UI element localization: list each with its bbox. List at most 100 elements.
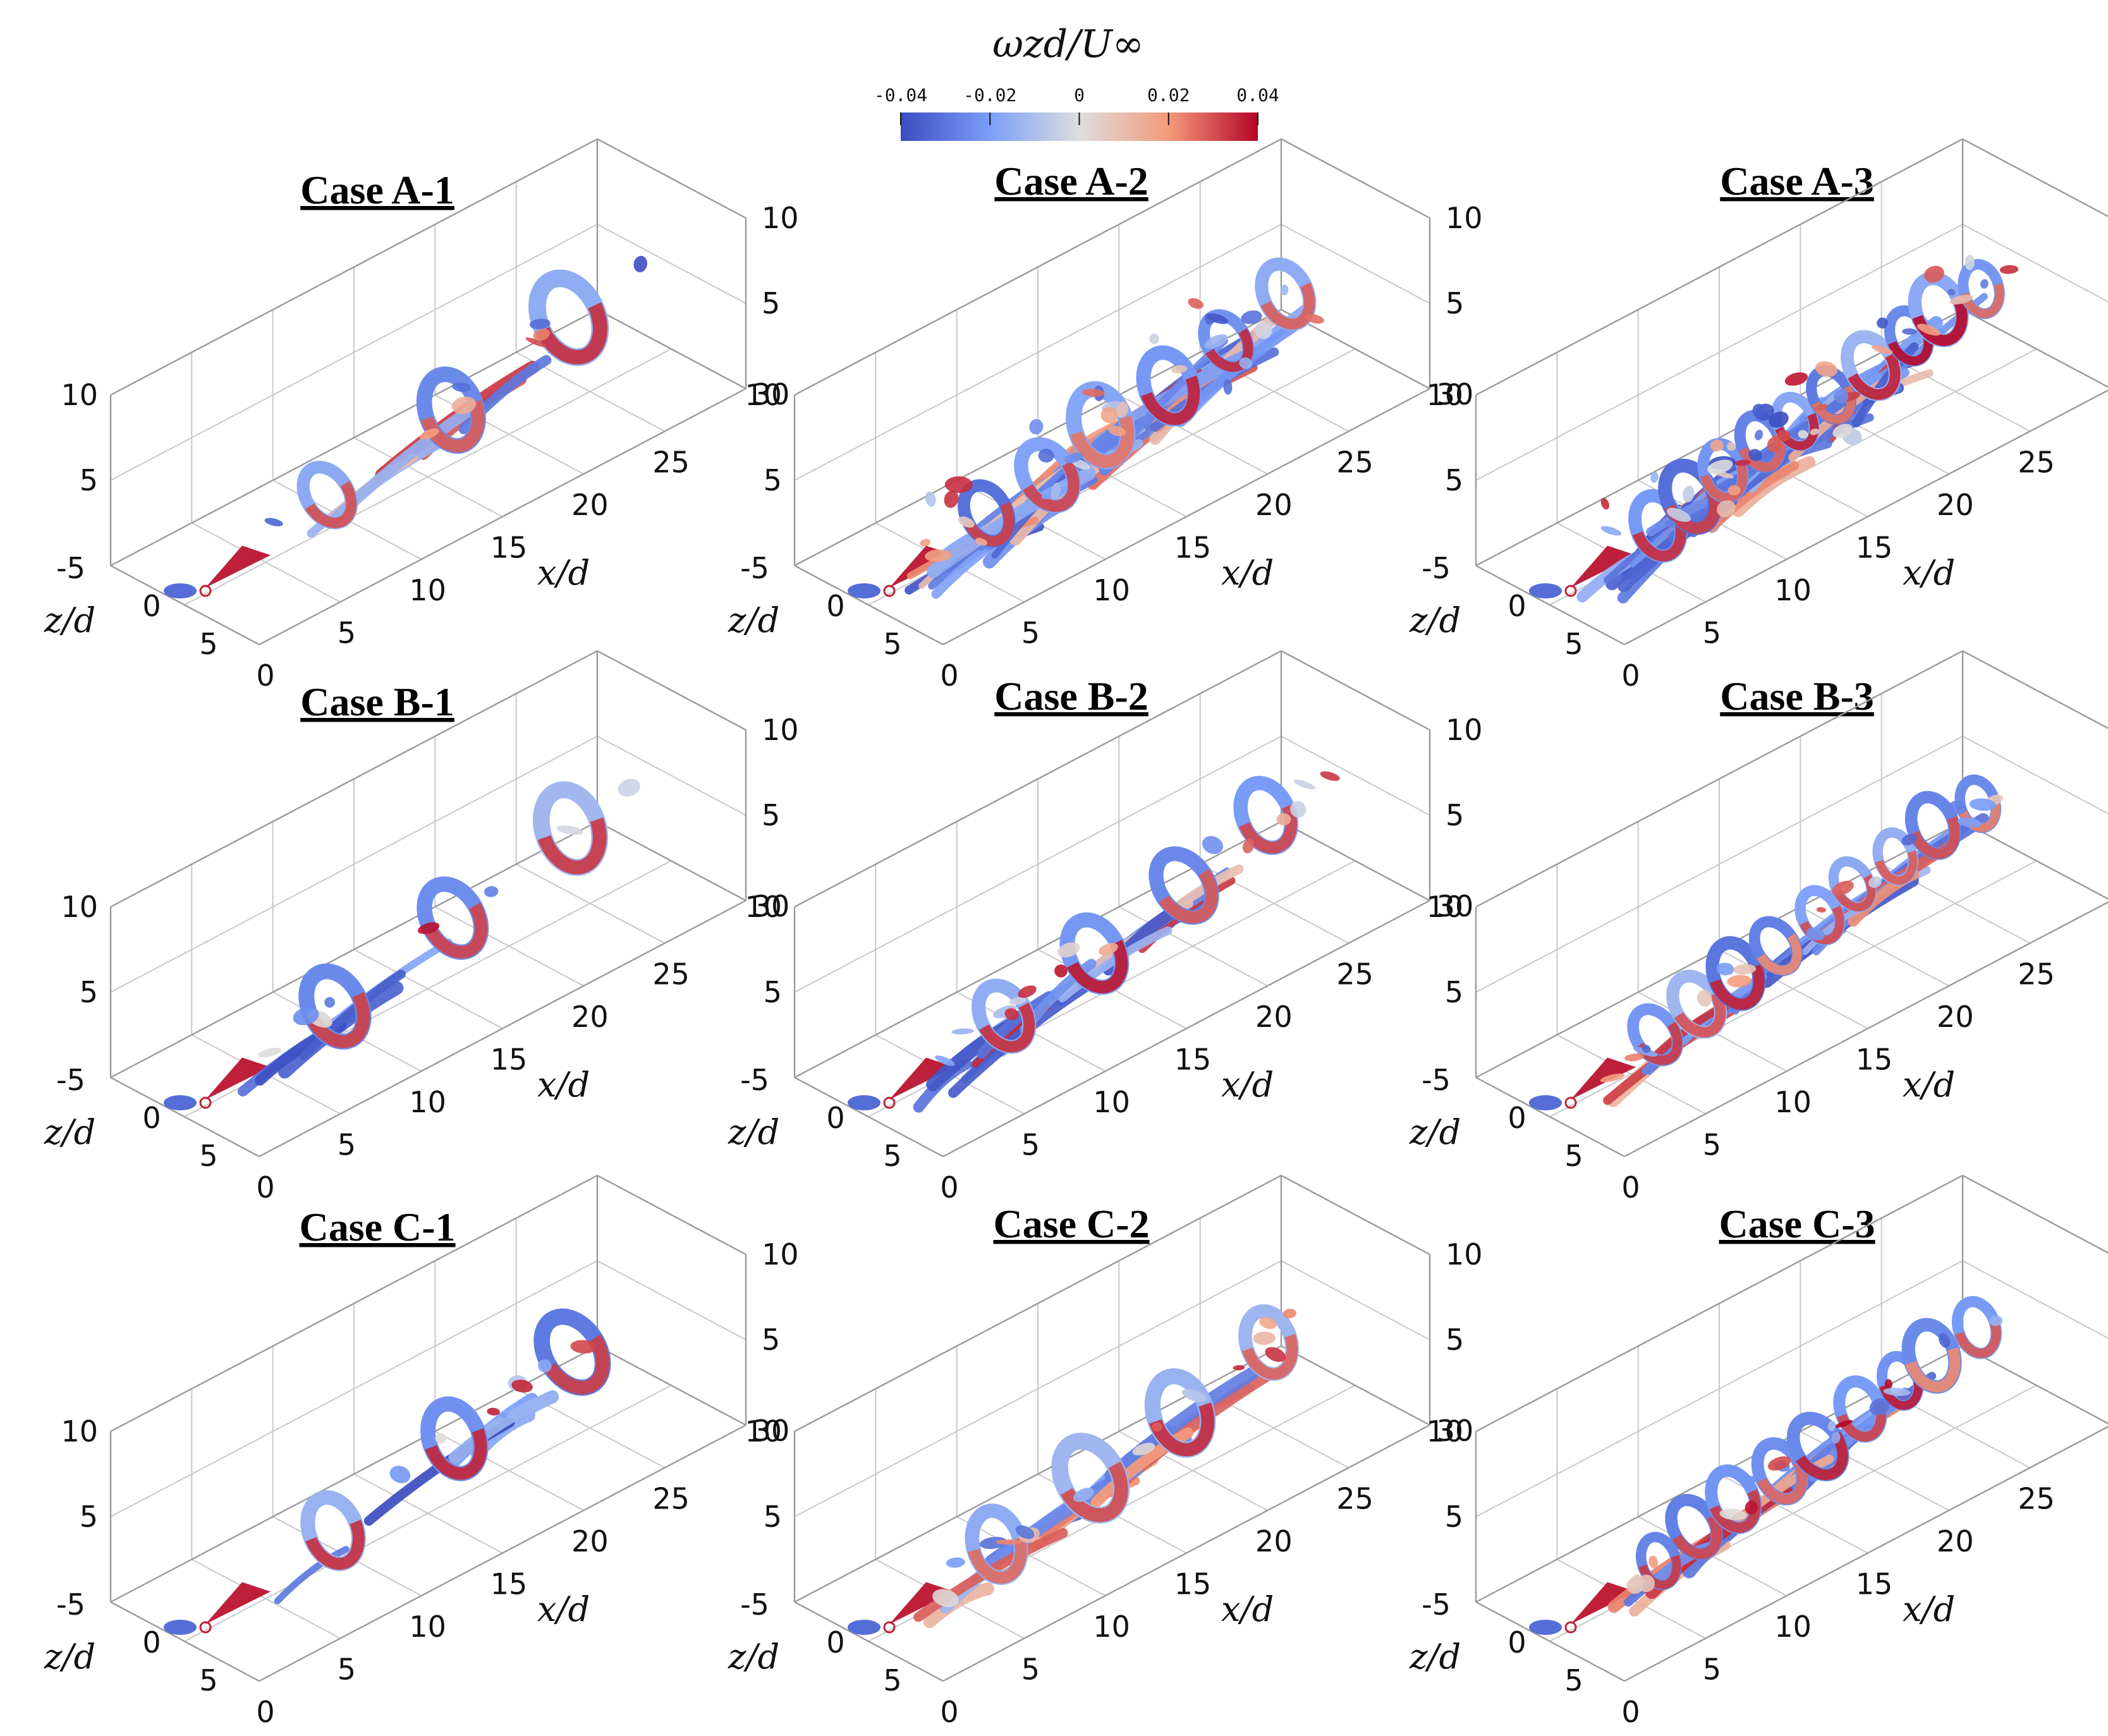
vortex-ring-lower: [544, 1334, 610, 1395]
vortex-fragment: [1916, 324, 1940, 336]
vortex-fragment: [1947, 289, 1956, 296]
grid-line: [1549, 860, 2037, 1117]
colorbar-ticks: -0.04 -0.02 0 0.02 0.04: [874, 85, 1279, 125]
vortex-fragment: [1305, 313, 1324, 324]
box-edge: [1281, 138, 1430, 219]
vortex-ring: [300, 1490, 366, 1571]
vortex-fragment: [1202, 835, 1224, 854]
jet-origin-blob: [1529, 583, 1562, 598]
z-axis-label: z/d: [728, 1112, 779, 1152]
grid-line: [597, 736, 746, 816]
panel-title: Case B-2: [994, 674, 1148, 719]
tick-label: 15: [1856, 1567, 1893, 1601]
vortex-ring-lower: [1796, 1431, 1848, 1481]
vortex-fragment: [1832, 880, 1854, 896]
panel-title: Case A-1: [300, 167, 454, 212]
vortex-fragment: [944, 490, 959, 508]
tick-label: -5: [1422, 1063, 1451, 1097]
tick-label: 5: [1446, 286, 1464, 320]
vortex-ring: [1872, 827, 1918, 886]
vortex-fragment: [1719, 1508, 1746, 1521]
tick-label: 30: [753, 1414, 790, 1448]
jet-origin-blob: [848, 583, 880, 598]
vortex-fragment: [1666, 507, 1691, 522]
vortex-ring-lower: [425, 1428, 487, 1480]
vortex-fragment: [1871, 345, 1893, 355]
tick-label: 5: [1446, 1323, 1464, 1357]
box-edge: [1281, 650, 1430, 731]
box-edge: [1624, 901, 2108, 1158]
panel-case-b-3: Case B-3 5 10 5 10 0 5 10 15 20 25 30 -5 0 5 x/d z/d: [1409, 650, 2108, 1205]
tick-label: -5: [1422, 1587, 1451, 1622]
vortex-fragment: [1868, 876, 1882, 888]
vortex-ring: [1841, 330, 1902, 401]
vortex-fragment: [1149, 333, 1159, 344]
jet-orifice: [1564, 1096, 1577, 1109]
vortex-fragment: [1989, 1315, 2003, 1326]
tick-label: 5: [883, 627, 901, 661]
z-axis-label: z/d: [44, 1637, 95, 1677]
vortex-fragment: [1832, 423, 1853, 439]
vortex-ring: [417, 876, 489, 960]
tick-label: 0: [1508, 1101, 1526, 1135]
tick-label: 0: [1621, 1170, 1640, 1205]
vortex-ring: [1748, 916, 1803, 976]
jet-orifice: [199, 585, 212, 597]
vortex-fragment: [1726, 442, 1736, 451]
vortex-fragment: [1769, 411, 1789, 428]
vortex-fragment: [484, 886, 499, 897]
jet-orifice: [883, 1621, 896, 1634]
box-edge: [1475, 1076, 1625, 1158]
vortex-ring-lower: [1710, 964, 1765, 1010]
tick-label: 10: [745, 890, 782, 924]
tick-label: 5: [1564, 627, 1583, 661]
vortex-ring: [972, 978, 1037, 1054]
vortex-fragment: [1276, 813, 1291, 826]
x-axis-label: x/d: [537, 1065, 590, 1105]
vortex-ring-lower: [1905, 1347, 1961, 1392]
tick-label: 0: [940, 659, 958, 693]
jet-origin-blob: [1529, 1620, 1562, 1635]
vortex-fragment: [1253, 1332, 1276, 1345]
grid-line: [597, 1260, 746, 1340]
tick-label: 5: [762, 1323, 780, 1357]
tick-label: 15: [1856, 1043, 1893, 1077]
tick-label: 5: [80, 1500, 98, 1534]
vortex-ring-lower: [1672, 1514, 1722, 1559]
grid-line: [184, 348, 672, 605]
vortex-fragment: [1280, 284, 1289, 296]
tick-label: 5: [1021, 1128, 1040, 1162]
vortex-fragment: [925, 549, 951, 562]
tick-label: 5: [1703, 1128, 1721, 1162]
vortex-isosurfaces: [164, 1308, 611, 1635]
vortex-fragment: [389, 1466, 411, 1483]
vortex-fragment: [1784, 372, 1808, 386]
box-edge: [1962, 650, 2108, 729]
jet-origin-blob: [848, 1620, 880, 1635]
box-edge: [1624, 389, 2108, 646]
vortex-ring: [1705, 936, 1766, 1011]
vortex-isosurfaces: [1529, 774, 2003, 1110]
tick-label: 5: [1703, 616, 1721, 650]
grid-line: [1281, 736, 1430, 816]
vortex-ring-lower: [1067, 939, 1128, 993]
panel-case-a-1: Case A-1 5 10 5 10 0 5 10 15 20 25 30 -5 0 5 x/d z/d: [44, 138, 799, 693]
tick-label: 25: [2018, 446, 2055, 480]
grid-line: [1475, 736, 1963, 993]
x-axis-label: x/d: [1221, 553, 1274, 593]
box-edge: [1475, 650, 1963, 908]
vortex-fragment: [1810, 428, 1819, 435]
vortex-fragment: [1082, 389, 1105, 397]
vortex-fragment: [1748, 449, 1762, 461]
vortex-fragment: [1665, 519, 1676, 528]
tick-label: 10: [1446, 1237, 1483, 1272]
vortex-fragment: [451, 396, 477, 415]
vortex-ring-lower: [1242, 1333, 1298, 1380]
tick-label: 30: [1437, 377, 1474, 411]
vortex-fragment: [1949, 801, 1966, 815]
grid-line: [1962, 1260, 2108, 1339]
jet-origin-blob: [848, 1095, 880, 1110]
vortex-fragment: [1710, 439, 1724, 452]
x-axis-label: x/d: [537, 553, 590, 593]
